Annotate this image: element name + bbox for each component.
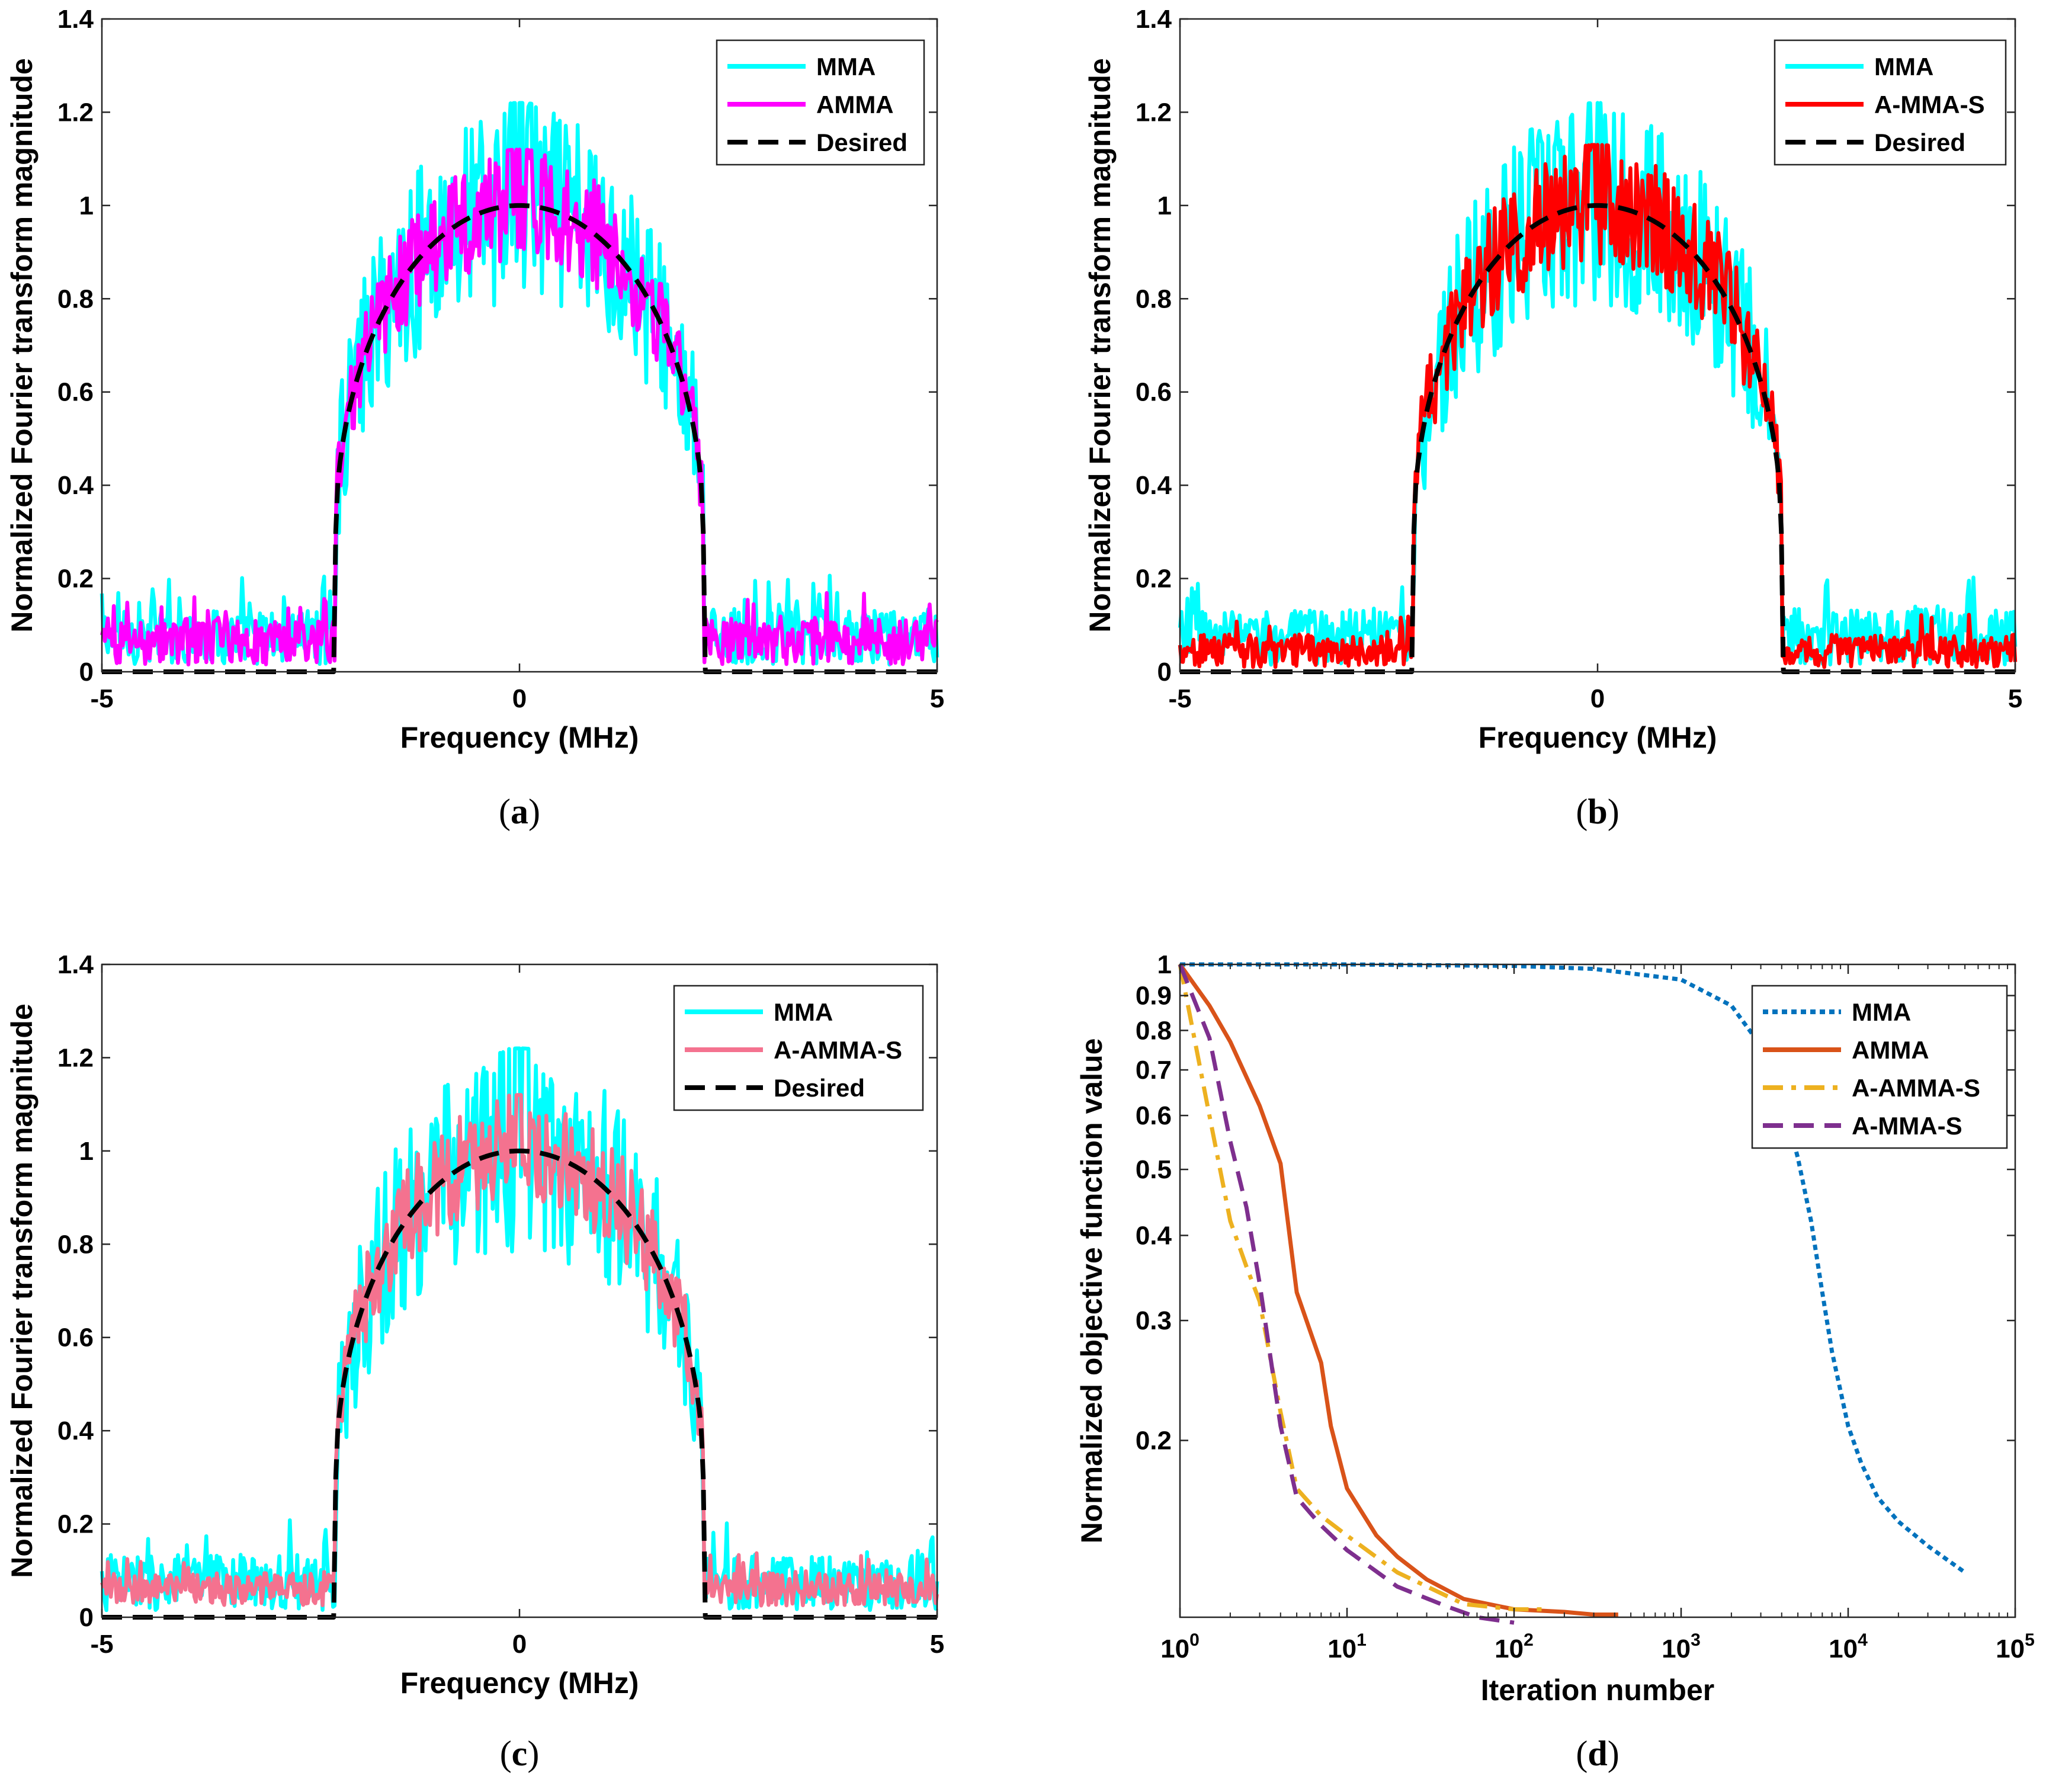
y-tick-label: 1.2 [57, 1043, 94, 1072]
y-tick-label: 0.2 [57, 565, 94, 594]
series-line-mma [1180, 962, 1967, 1575]
x-axis-label: Frequency (MHz) [1479, 721, 1717, 754]
legend-label: A-MMA-S [1852, 1112, 1962, 1140]
y-tick-label: 0.6 [1136, 378, 1172, 407]
y-tick-label: 0.6 [1136, 1101, 1172, 1130]
x-tick-label: 102 [1495, 1630, 1534, 1663]
series-line-amma [1178, 963, 1618, 1617]
chart-d: 1 0.9 0.8 0.7 0.6 0.5 0.4 0.3 0.2 100 101 102 103 104… [1075, 950, 2035, 1773]
y-tick-label: 1.2 [57, 98, 94, 127]
y-axis-label: Normalized objective function value [1075, 1038, 1108, 1544]
x-tick-label: -5 [90, 684, 113, 713]
legend-label: Desired [1874, 129, 1965, 156]
x-tick-label: 103 [1662, 1630, 1701, 1663]
y-tick-label: 0.2 [57, 1510, 94, 1539]
x-tick-label: 0 [512, 1630, 527, 1659]
y-tick-label: 1 [1157, 950, 1172, 979]
y-tick-label: 0 [79, 658, 94, 687]
series-line-mma [100, 101, 939, 666]
y-tick-label: 0.4 [57, 471, 94, 500]
x-tick-label: 5 [2008, 684, 2022, 713]
y-tick-label: 0.8 [57, 1230, 94, 1259]
axes-box [1179, 963, 2016, 1618]
legend-label: Desired [774, 1074, 865, 1102]
legend-label: AMMA [816, 91, 894, 118]
y-tick-label: 0.2 [1136, 565, 1172, 594]
y-tick-label: 0.6 [57, 378, 94, 407]
y-tick-label: 0.4 [1136, 471, 1172, 500]
x-tick-label: 101 [1327, 1630, 1367, 1663]
y-tick-label: 1 [1157, 191, 1172, 220]
legend: MMA A-AMMA-S Desired [673, 985, 924, 1111]
panel-caption: (d) [1576, 1734, 1619, 1773]
legend-label: MMA [1852, 998, 1911, 1026]
y-tick-label: 0.4 [57, 1416, 94, 1445]
y-tick-label: 0.2 [1136, 1426, 1172, 1456]
panel-caption: (b) [1576, 792, 1619, 831]
legend-label: MMA [774, 998, 833, 1026]
x-tick-label: 0 [1590, 684, 1605, 713]
y-tick-label: 0.8 [57, 284, 94, 313]
panel-caption: (a) [499, 792, 540, 831]
series-line-a-amma-s [1178, 964, 1548, 1612]
y-tick-label: 1.4 [57, 950, 94, 979]
y-axis-label: Normalized Fourier transform magnitude [1083, 58, 1117, 633]
y-tick-label: 0.6 [57, 1323, 94, 1352]
y-tick-label: 0.8 [1136, 1016, 1172, 1045]
y-tick-label: 0.8 [1136, 284, 1172, 313]
legend-label: A-AMMA-S [774, 1036, 902, 1064]
legend-label: Desired [816, 129, 907, 156]
y-tick-label: 1 [79, 1137, 94, 1166]
x-tick-label: -5 [1168, 684, 1191, 713]
x-axis-label: Iteration number [1481, 1674, 1714, 1707]
legend-label: AMMA [1852, 1036, 1929, 1064]
legend: MMA A-MMA-S Desired [1774, 39, 2007, 166]
legend-label: A-AMMA-S [1852, 1074, 1980, 1102]
y-tick-label: 0 [79, 1603, 94, 1632]
y-tick-label: 0.3 [1136, 1306, 1172, 1335]
x-tick-label: 100 [1160, 1630, 1200, 1663]
x-tick-label: 104 [1829, 1630, 1868, 1663]
series-line-a-mma-s [1178, 143, 2018, 669]
legend-label: MMA [816, 53, 876, 81]
y-tick-label: 1 [79, 191, 94, 220]
y-tick-label: 0 [1157, 658, 1172, 687]
x-axis-label: Frequency (MHz) [400, 721, 639, 754]
y-axis-label: Normalized Fourier transform magnitude [5, 58, 39, 633]
x-tick-label: 5 [930, 684, 944, 713]
y-tick-label: 0.4 [1136, 1221, 1172, 1250]
x-tick-label: 105 [1996, 1630, 2035, 1663]
series-line-a-amma-s [100, 1093, 939, 1608]
series-line-mma [1178, 101, 2018, 667]
y-tick-label: 0.9 [1136, 982, 1172, 1011]
panel-caption: (c) [500, 1734, 540, 1773]
legend-label: MMA [1874, 53, 1933, 81]
legend: MMA AMMA A-AMMA-S A-MMA-S [1751, 985, 2008, 1149]
x-tick-label: 0 [512, 684, 527, 713]
legend: MMA AMMA Desired [716, 39, 925, 166]
x-axis-label: Frequency (MHz) [400, 1666, 639, 1700]
x-tick-label: -5 [90, 1630, 113, 1659]
y-tick-label: 1.4 [1136, 5, 1172, 34]
y-tick-label: 1.4 [57, 5, 94, 34]
y-tick-label: 0.7 [1136, 1056, 1172, 1085]
y-tick-label: 1.2 [1136, 98, 1172, 127]
y-axis-label: Normalized Fourier transform magnitude [5, 1004, 39, 1578]
series-line-amma [100, 148, 939, 667]
legend-label: A-MMA-S [1874, 91, 1985, 118]
x-tick-label: 5 [930, 1630, 944, 1659]
y-tick-label: 0.5 [1136, 1155, 1172, 1184]
